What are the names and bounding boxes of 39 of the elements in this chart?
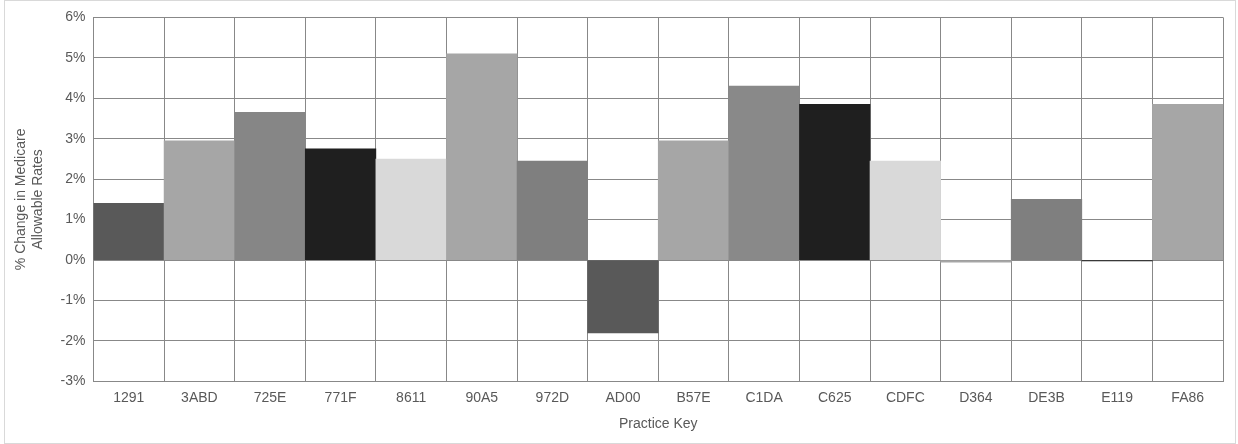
x-tick-label: D364 xyxy=(959,388,993,405)
y-tick-label: 6% xyxy=(65,8,86,25)
y-axis-title: % Change in Medicare Allowable Rates xyxy=(12,128,46,271)
bar xyxy=(375,158,447,260)
x-tick-label: CDFC xyxy=(885,388,925,405)
bar xyxy=(940,260,1012,263)
x-tick-label: 8611 xyxy=(396,388,427,405)
y-tick-label: 5% xyxy=(65,48,86,65)
x-tick-label: 972D xyxy=(535,388,570,405)
bar xyxy=(304,148,377,260)
y-tick-label: 2% xyxy=(65,170,86,187)
x-tick-label: FA86 xyxy=(1171,388,1205,405)
bar xyxy=(799,104,871,260)
y-tick-label: 0% xyxy=(65,250,86,267)
x-tick-label: 90A5 xyxy=(465,388,499,405)
bar xyxy=(1152,104,1223,260)
x-tick-label: 771F xyxy=(324,388,357,405)
x-tick-label: C625 xyxy=(818,388,852,405)
x-tick-label: C1DA xyxy=(745,388,784,405)
y-tick-label: -1% xyxy=(60,291,86,308)
x-tick-label: 1291 xyxy=(113,388,145,405)
bar xyxy=(869,160,941,260)
x-tick-label: 3ABD xyxy=(181,388,218,405)
bar xyxy=(657,140,730,260)
y-tick-label: 1% xyxy=(65,210,86,227)
x-tick-label: B57E xyxy=(676,388,711,405)
y-tick-label: -2% xyxy=(60,331,86,348)
x-tick-label: AD00 xyxy=(605,388,641,405)
x-axis-title: Practice Key xyxy=(618,415,698,432)
bar xyxy=(163,140,236,260)
bar xyxy=(446,53,518,260)
x-tick-label: E119 xyxy=(1101,388,1134,405)
y-tick-label: -3% xyxy=(60,372,86,389)
x-tick-label: DE3B xyxy=(1028,388,1065,405)
x-tick-label: 725E xyxy=(253,388,287,405)
bar xyxy=(93,203,165,260)
y-tick-label: 4% xyxy=(65,89,86,106)
y-tick-label: 3% xyxy=(65,129,86,146)
bar xyxy=(587,260,659,334)
